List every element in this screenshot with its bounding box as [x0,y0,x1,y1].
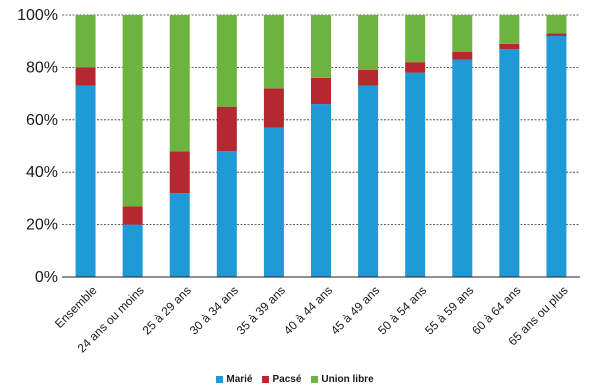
bar-segment [216,15,237,107]
x-tick-label: 35 à 39 ans [234,283,288,337]
y-tick-label: 20% [26,217,58,234]
bar-segment [169,193,190,277]
bar-segment [358,70,379,86]
bar-segment [358,15,379,71]
bar-segment [546,15,567,34]
x-tick-label: 30 à 34 ans [187,283,241,337]
bar-segment [499,43,520,50]
bar-segment [311,15,331,78]
y-tick-label: 60% [26,112,58,129]
bar-segment [499,49,520,278]
bar-segment [452,59,473,277]
y-tick-label: 100% [17,7,58,24]
bar-segment [405,62,426,73]
bar-segment [122,224,143,277]
legend: Marié Pacsé Union libre [0,374,590,385]
legend-label: Marié [226,374,253,385]
bar-segment [75,85,96,278]
y-tick-label: 40% [26,164,58,181]
x-tick-label: 40 à 44 ans [281,283,335,337]
bar-segment [311,104,331,277]
bar-segment [216,151,237,277]
bar-segment [75,15,96,68]
legend-label: Union libre [321,374,374,385]
y-tick-label: 80% [26,59,58,76]
legend-entry: Marié [216,374,252,385]
legend-swatch [262,376,270,383]
bar-segment [405,15,426,63]
legend-entry: Pacsé [262,374,301,385]
bar-segment [499,15,520,44]
x-tick-label: 45 à 49 ans [328,283,382,337]
bar-segment [75,67,96,86]
bar-segment [263,15,284,89]
x-tick-label: 25 à 29 ans [140,283,194,337]
bar-segment [263,88,284,128]
bar-segment [122,206,143,225]
y-tick-label: 0% [35,269,58,286]
bars [75,15,567,278]
bar-segment [169,15,190,152]
bar-segment [169,151,190,194]
legend-swatch [311,376,319,383]
bar-segment [358,85,379,278]
legend-entry: Union libre [311,374,374,385]
bar-segment [405,72,426,277]
bar-segment [452,51,473,60]
bar-segment [263,127,284,277]
bar-segment [452,15,473,52]
bar-segment [216,106,237,152]
legend-swatch [216,376,224,383]
x-tick-label: Ensemble [52,283,100,331]
bar-segment [546,35,567,278]
bar-segment [546,33,567,36]
x-tick-label: 55 à 59 ans [422,283,476,337]
legend-label: Pacsé [272,374,302,385]
x-tick-label: 50 à 54 ans [375,283,429,337]
bar-segment [311,77,331,105]
y-axis: 0% 20% 40% 60% 80% 100% [17,7,58,286]
bar-segment [122,15,143,207]
